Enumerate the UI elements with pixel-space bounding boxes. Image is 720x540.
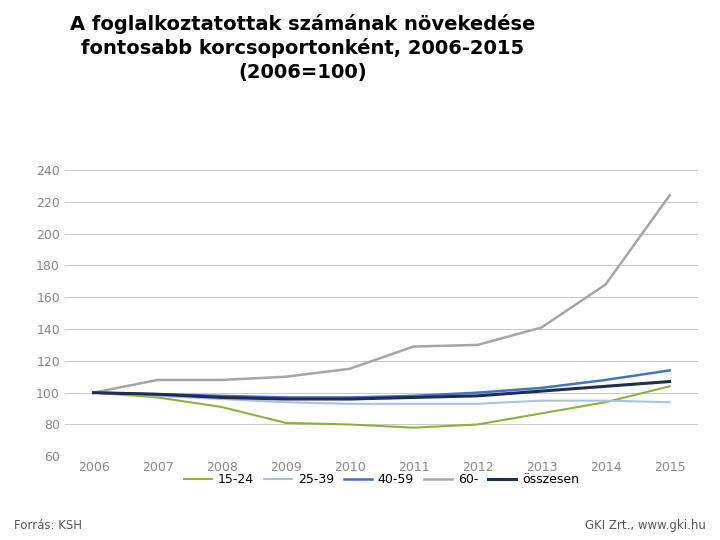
Legend: 15-24, 25-39, 40-59, 60-, összesen: 15-24, 25-39, 40-59, 60-, összesen [179,468,584,491]
25-39 [473,401,482,407]
40-59 [153,391,162,397]
60- [153,377,162,383]
Text: Forrás: KSH: Forrás: KSH [14,519,82,532]
15-24 [665,383,674,389]
összesen [409,394,418,401]
összesen [89,389,98,396]
40-59 [537,384,546,391]
összesen [217,394,226,401]
15-24 [346,421,354,428]
25-39 [409,401,418,407]
Line: összesen: összesen [94,382,670,399]
40-59 [282,394,290,401]
Text: A foglalkoztatottak számának növekedése
fontosabb korcsoportonként, 2006-2015
(2: A foglalkoztatottak számának növekedése … [70,14,535,82]
60- [217,377,226,383]
60- [537,324,546,330]
60- [665,192,674,199]
15-24 [409,424,418,431]
25-39 [537,397,546,404]
25-39 [665,399,674,406]
25-39 [346,401,354,407]
Line: 60-: 60- [94,195,670,393]
15-24 [217,404,226,410]
60- [346,366,354,372]
összesen [601,383,610,389]
40-59 [665,367,674,374]
Text: GKI Zrt., www.gki.hu: GKI Zrt., www.gki.hu [585,519,706,532]
40-59 [409,393,418,399]
25-39 [282,399,290,406]
60- [601,281,610,288]
15-24 [89,389,98,396]
15-24 [153,394,162,401]
25-39 [601,397,610,404]
Line: 40-59: 40-59 [94,370,670,397]
60- [282,374,290,380]
40-59 [217,393,226,399]
Line: 25-39: 25-39 [94,393,670,404]
összesen [665,379,674,385]
40-59 [89,389,98,396]
15-24 [473,421,482,428]
25-39 [153,393,162,399]
15-24 [537,410,546,416]
60- [409,343,418,350]
40-59 [473,389,482,396]
25-39 [89,389,98,396]
60- [89,389,98,396]
összesen [153,391,162,397]
40-59 [601,377,610,383]
Line: 15-24: 15-24 [94,386,670,428]
összesen [473,393,482,399]
25-39 [217,396,226,402]
összesen [537,388,546,394]
60- [473,342,482,348]
15-24 [282,420,290,426]
összesen [282,396,290,402]
összesen [346,396,354,402]
15-24 [601,399,610,406]
40-59 [346,394,354,401]
